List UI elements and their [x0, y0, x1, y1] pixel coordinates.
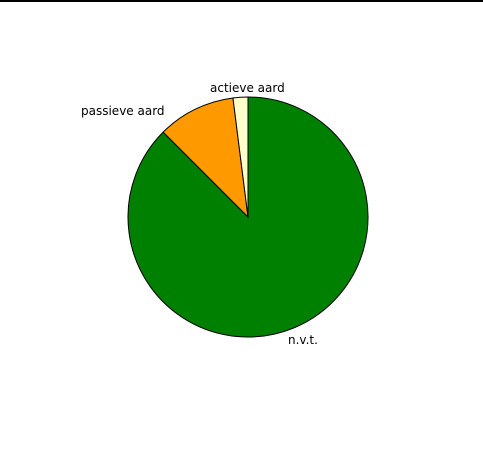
top-border-rule [0, 0, 483, 2]
slice-label-passieve-aard: passieve aard [81, 104, 165, 118]
slice-label-n-v-t: n.v.t. [288, 333, 318, 347]
slice-label-actieve-aard: actieve aard [210, 81, 285, 95]
pie-slice-actieve-aard [232, 96, 249, 218]
pie-labels: n.v.t. passieve aard actieve aard [81, 81, 318, 347]
pie-slices [127, 96, 369, 338]
pie-slice-passieve-aard [162, 97, 249, 219]
